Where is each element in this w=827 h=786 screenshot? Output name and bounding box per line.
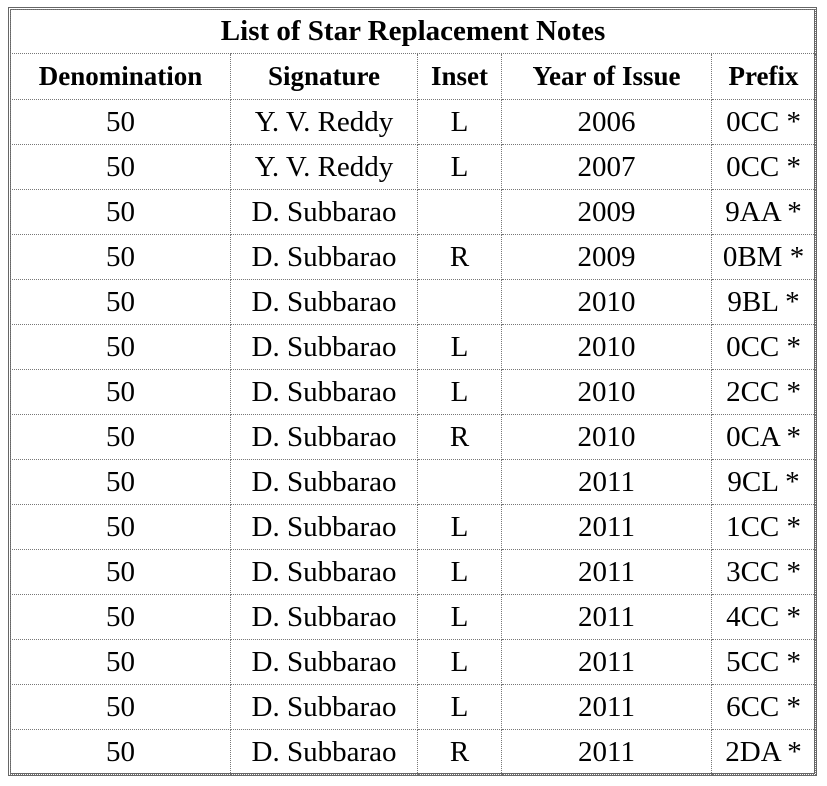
signature-cell: D. Subbarao [230,279,418,325]
inset-cell: R [417,234,502,280]
year-of-issue-cell: 2011 [501,729,712,775]
table-row: 50 D. Subbarao R 2011 2DA * [10,729,817,775]
table-row: 50 D. Subbarao L 2010 0CC * [10,324,817,370]
prefix-cell: 4CC * [710,594,817,640]
year-of-issue-cell: 2011 [501,549,712,595]
year-of-issue-cell: 2009 [501,234,712,280]
signature-cell: D. Subbarao [230,594,418,640]
signature-cell: D. Subbarao [230,459,418,505]
header-signature: Signature [230,53,418,100]
prefix-cell: 0BM * [710,234,817,280]
inset-cell [417,279,502,325]
denomination-cell: 50 [10,459,231,505]
year-of-issue-cell: 2011 [501,594,712,640]
inset-cell: R [417,729,502,775]
prefix-cell: 9BL * [710,279,817,325]
year-of-issue-cell: 2010 [501,369,712,415]
header-inset: Inset [417,53,502,100]
inset-cell [417,459,502,505]
year-of-issue-cell: 2009 [501,189,712,235]
star-replacement-notes-table: List of Star Replacement Notes Denominat… [9,9,817,775]
table-row: 50 Y. V. Reddy L 2006 0CC * [10,99,817,145]
denomination-cell: 50 [10,414,231,460]
inset-cell: L [417,324,502,370]
table-row: 50 D. Subbarao R 2010 0CA * [10,414,817,460]
table-row: 50 D. Subbarao L 2011 6CC * [10,684,817,730]
table-row: 50 D. Subbarao 2010 9BL * [10,279,817,325]
year-of-issue-cell: 2007 [501,144,712,190]
table-row: 50 Y. V. Reddy L 2007 0CC * [10,144,817,190]
denomination-cell: 50 [10,324,231,370]
denomination-cell: 50 [10,549,231,595]
signature-cell: D. Subbarao [230,414,418,460]
inset-cell: L [417,99,502,145]
inset-cell [417,189,502,235]
denomination-cell: 50 [10,639,231,685]
header-year-of-issue: Year of Issue [501,53,712,100]
year-of-issue-cell: 2011 [501,684,712,730]
prefix-cell: 0CC * [710,99,817,145]
signature-cell: D. Subbarao [230,504,418,550]
year-of-issue-cell: 2010 [501,279,712,325]
denomination-cell: 50 [10,729,231,775]
denomination-cell: 50 [10,369,231,415]
table-row: 50 D. Subbarao L 2011 3CC * [10,549,817,595]
denomination-cell: 50 [10,189,231,235]
prefix-cell: 0CC * [710,144,817,190]
inset-cell: L [417,369,502,415]
table-row: 50 D. Subbarao R 2009 0BM * [10,234,817,280]
signature-cell: D. Subbarao [230,684,418,730]
prefix-cell: 9CL * [710,459,817,505]
inset-cell: L [417,549,502,595]
table-row: 50 D. Subbarao L 2010 2CC * [10,369,817,415]
table-row: 50 D. Subbarao L 2011 5CC * [10,639,817,685]
year-of-issue-cell: 2011 [501,504,712,550]
denomination-cell: 50 [10,144,231,190]
header-prefix: Prefix [710,53,817,100]
inset-cell: L [417,144,502,190]
signature-cell: D. Subbarao [230,234,418,280]
table-row: 50 D. Subbarao L 2011 4CC * [10,594,817,640]
denomination-cell: 50 [10,234,231,280]
table-row: 50 D. Subbarao L 2011 1CC * [10,504,817,550]
signature-cell: D. Subbarao [230,639,418,685]
table-body: 50 Y. V. Reddy L 2006 0CC * 50 Y. V. Reddy L 200… [10,99,817,775]
signature-cell: D. Subbarao [230,549,418,595]
year-of-issue-cell: 2010 [501,414,712,460]
table-row: 50 D. Subbarao 2009 9AA * [10,189,817,235]
denomination-cell: 50 [10,99,231,145]
signature-cell: Y. V. Reddy [230,144,418,190]
denomination-cell: 50 [10,279,231,325]
inset-cell: R [417,414,502,460]
signature-cell: D. Subbarao [230,324,418,370]
prefix-cell: 3CC * [710,549,817,595]
prefix-cell: 2CC * [710,369,817,415]
prefix-cell: 2DA * [710,729,817,775]
prefix-cell: 0CC * [710,324,817,370]
table-row: 50 D. Subbarao 2011 9CL * [10,459,817,505]
prefix-cell: 1CC * [710,504,817,550]
header-denomination: Denomination [10,53,231,100]
denomination-cell: 50 [10,504,231,550]
year-of-issue-cell: 2011 [501,639,712,685]
year-of-issue-cell: 2006 [501,99,712,145]
denomination-cell: 50 [10,684,231,730]
prefix-cell: 9AA * [710,189,817,235]
inset-cell: L [417,594,502,640]
prefix-cell: 6CC * [710,684,817,730]
year-of-issue-cell: 2010 [501,324,712,370]
signature-cell: D. Subbarao [230,369,418,415]
signature-cell: D. Subbarao [230,189,418,235]
year-of-issue-cell: 2011 [501,459,712,505]
inset-cell: L [417,639,502,685]
signature-cell: D. Subbarao [230,729,418,775]
inset-cell: L [417,684,502,730]
denomination-cell: 50 [10,594,231,640]
inset-cell: L [417,504,502,550]
signature-cell: Y. V. Reddy [230,99,418,145]
prefix-cell: 0CA * [710,414,817,460]
table-title: List of Star Replacement Notes [9,9,817,54]
prefix-cell: 5CC * [710,639,817,685]
